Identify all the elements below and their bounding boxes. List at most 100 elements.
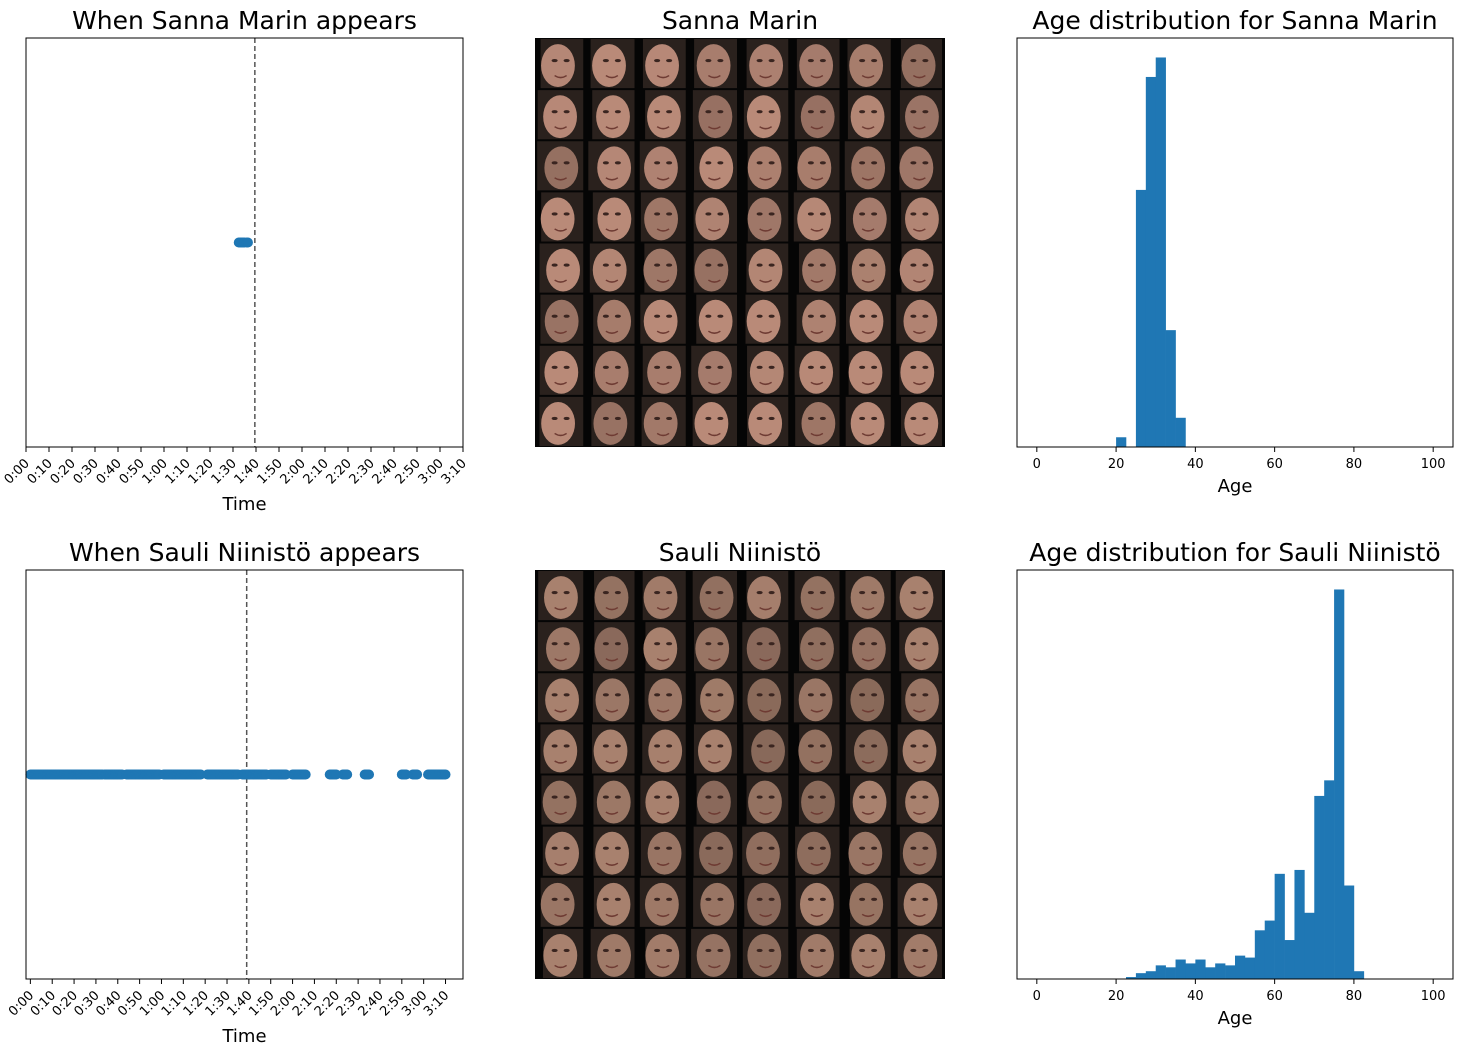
face-shape — [851, 933, 886, 977]
face-thumbnail — [847, 90, 891, 140]
face-eye — [807, 58, 814, 63]
face-mouth — [759, 658, 773, 662]
face-thumbnail — [640, 192, 686, 242]
face-shape — [647, 831, 682, 875]
face-thumbnail — [747, 192, 789, 242]
face-eye — [859, 263, 866, 267]
face-eye — [910, 590, 917, 595]
face-thumbnail — [692, 90, 737, 140]
face-thumbnail — [847, 39, 891, 89]
face-eye — [768, 846, 775, 850]
face-eye — [859, 948, 866, 953]
face-shape — [900, 350, 935, 394]
face-eye — [922, 897, 929, 901]
face-eye — [807, 795, 814, 799]
face-eye — [717, 212, 724, 216]
face-eye — [705, 416, 712, 421]
face-shape — [905, 95, 939, 139]
face-mouth — [861, 811, 875, 815]
face-mouth — [707, 606, 721, 611]
face-thumbnail — [539, 396, 584, 446]
histogram-bar — [1165, 967, 1176, 979]
face-thumbnail — [641, 396, 686, 446]
face-eye — [807, 846, 814, 850]
face-thumbnail — [849, 877, 891, 927]
face-thumbnail — [899, 90, 942, 140]
face-eye — [666, 58, 673, 63]
face-eye — [705, 110, 712, 114]
face-thumbnail — [847, 243, 891, 293]
face-mouth — [912, 228, 926, 232]
face-eye — [563, 693, 570, 697]
face-mouth — [912, 964, 926, 969]
face-shape — [851, 627, 886, 671]
face-eye — [563, 416, 570, 421]
face-shape — [648, 678, 683, 722]
face-eye — [871, 590, 878, 595]
x-tick-label: 40 — [1187, 457, 1204, 472]
face-eye — [563, 744, 570, 748]
face-thumbnail — [899, 243, 942, 293]
face-mouth — [605, 709, 619, 713]
face-eye — [705, 365, 712, 369]
face-eye — [666, 897, 673, 901]
face-thumbnail — [848, 345, 891, 395]
face-shape — [851, 146, 886, 190]
face-eye — [756, 795, 763, 799]
face-eye — [563, 846, 570, 850]
face-mouth — [810, 913, 824, 918]
face-mouth — [759, 913, 773, 918]
face-eye — [910, 897, 917, 901]
face-thumbnail — [849, 928, 891, 978]
face-thumbnail — [540, 877, 584, 927]
age-marin: Age distribution for Sanna Marin 0 20 40 60 8… — [1016, 6, 1454, 497]
face-thumbnail — [696, 775, 737, 825]
face-shape — [899, 146, 934, 190]
x-axis-label: Time — [221, 494, 266, 515]
face-shape — [597, 299, 632, 343]
face-thumbnail — [642, 345, 686, 395]
face-eye — [654, 744, 661, 748]
face-shape — [644, 197, 678, 241]
face-eye — [871, 161, 878, 165]
face-eye — [859, 744, 866, 748]
face-mouth — [810, 126, 824, 130]
face-thumbnail — [746, 775, 789, 825]
face-eye — [614, 212, 621, 216]
face-eye — [717, 897, 724, 901]
face-thumbnail — [743, 724, 789, 774]
face-eye — [614, 590, 621, 595]
face-eye — [717, 110, 724, 114]
face-mouth — [759, 330, 773, 334]
face-eye — [910, 416, 917, 421]
face-eye — [768, 795, 775, 799]
face-mouth — [605, 811, 619, 815]
face-mouth — [554, 606, 568, 611]
age-niinisto: Age distribution for Sauli Niinistö 0 20 40… — [1016, 538, 1454, 1029]
face-eye — [602, 744, 609, 748]
face-shape — [694, 248, 729, 292]
face-thumbnail — [896, 294, 942, 344]
face-thumbnail — [640, 775, 686, 825]
face-eye — [614, 795, 621, 799]
face-mouth — [861, 760, 875, 764]
x-tick-label: 0:40 — [94, 456, 125, 487]
face-mouth — [861, 432, 875, 437]
face-eye — [551, 58, 558, 63]
face-thumbnail — [742, 622, 789, 672]
face-mouth — [810, 74, 824, 79]
face-mouth — [554, 279, 568, 283]
histogram-bar — [1294, 869, 1305, 979]
face-thumbnail — [591, 724, 635, 774]
face-thumbnail — [845, 724, 891, 774]
face-shape — [749, 44, 784, 88]
face-shape — [848, 831, 883, 875]
face-eye — [717, 365, 724, 369]
face-thumbnail — [746, 571, 789, 621]
face-eye — [922, 795, 929, 799]
face-thumbnail — [537, 622, 584, 672]
face-thumbnail — [744, 877, 789, 927]
x-tick-label: 60 — [1266, 457, 1283, 472]
histogram-bar — [1314, 795, 1325, 979]
